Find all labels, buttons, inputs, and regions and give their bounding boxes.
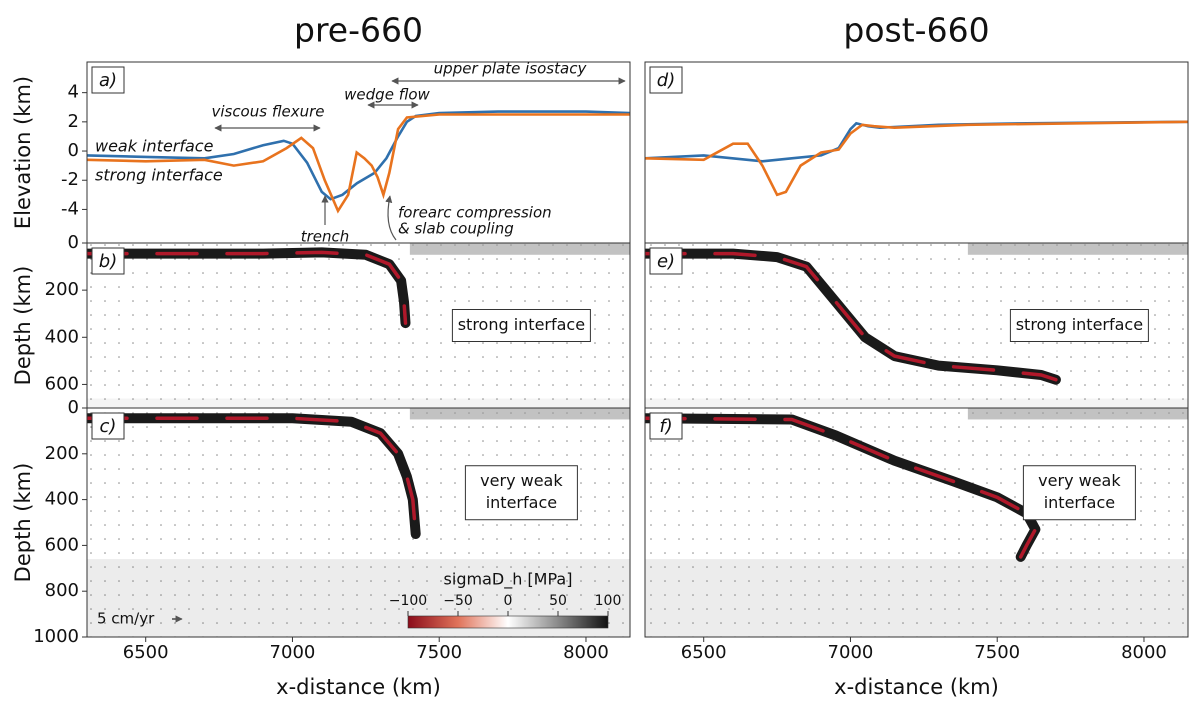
colorbar-tick-label: −50 xyxy=(443,593,473,609)
x-tick-label: 6500 xyxy=(681,642,727,663)
interface-label-box xyxy=(451,309,591,342)
y-tick-label: -2 xyxy=(61,169,79,190)
interface-label: interface xyxy=(1044,493,1115,512)
panel-label-box xyxy=(91,66,125,94)
annotation: upper plate isostacy xyxy=(434,60,588,78)
colorbar-tick-label: 100 xyxy=(595,593,622,609)
x-tick-label: 8000 xyxy=(563,642,609,663)
interface-label: interface xyxy=(486,493,557,512)
upper-plate xyxy=(409,243,630,255)
interface-label: strong interface xyxy=(1016,315,1143,334)
annotation: trench xyxy=(301,228,350,246)
annotation-arrow xyxy=(385,195,397,241)
interface-label: very weak xyxy=(1038,471,1121,490)
x-tick-label: 8000 xyxy=(1121,642,1167,663)
panel-label-box xyxy=(649,66,683,94)
y-tick-label: 400 xyxy=(45,489,79,510)
y-tick-label: 800 xyxy=(45,580,79,601)
annotation: forearc compression xyxy=(398,204,552,222)
series-line xyxy=(645,120,1188,197)
y-tick-label: 200 xyxy=(45,443,79,464)
annotation: & slab coupling xyxy=(398,220,514,238)
x-tick-label: 6500 xyxy=(123,642,169,663)
velocity-field xyxy=(645,408,1188,637)
column-title: pre-660 xyxy=(294,11,423,50)
y-axis-label: Depth (km) xyxy=(11,266,35,386)
plot-area xyxy=(87,110,630,214)
colorbar-tick-label: 50 xyxy=(549,593,567,609)
slab-stress xyxy=(645,416,1038,559)
y-tick-label: 1000 xyxy=(33,626,79,647)
y-tick-label: -4 xyxy=(61,198,79,219)
panel-label-box xyxy=(91,247,125,275)
panel-label: f) xyxy=(659,416,672,437)
slab-stress xyxy=(87,250,408,325)
y-tick-label: 4 xyxy=(68,82,79,103)
panel-label-box xyxy=(649,412,683,440)
series-label: weak interface xyxy=(95,137,214,156)
column-title: post-660 xyxy=(843,11,989,50)
panel-label: e) xyxy=(657,251,675,272)
upper-plate xyxy=(409,408,630,420)
plot-area xyxy=(645,408,1188,637)
series-line xyxy=(87,113,630,214)
y-axis-label: Depth (km) xyxy=(11,463,35,583)
x-tick-label: 7500 xyxy=(416,642,462,663)
y-tick-label: 0 xyxy=(68,140,79,161)
panel-label-box xyxy=(649,247,683,275)
panel-label: d) xyxy=(657,70,675,91)
panel-label: a) xyxy=(99,70,117,91)
y-tick-label: 0 xyxy=(68,397,79,418)
colorbar-label: sigmaD_h [MPa] xyxy=(444,570,573,590)
interface-label-box xyxy=(464,465,578,521)
colorbar-tick-label: 0 xyxy=(504,593,513,609)
x-tick-label: 7000 xyxy=(270,642,316,663)
x-tick-label: 7000 xyxy=(828,642,874,663)
x-tick-label: 7500 xyxy=(974,642,1020,663)
interface-label: very weak xyxy=(480,471,563,490)
colorbar xyxy=(407,615,609,629)
panel-label-box xyxy=(91,412,125,440)
colorbar-tick-label: −100 xyxy=(389,593,427,609)
y-tick-label: 2 xyxy=(68,111,79,132)
interface-label: strong interface xyxy=(458,315,585,334)
scale-label: 5 cm/yr xyxy=(97,610,155,628)
annotation: viscous flexure xyxy=(211,103,324,121)
y-tick-label: 600 xyxy=(45,373,79,394)
series-label: strong interface xyxy=(95,166,223,185)
upper-plate xyxy=(967,408,1188,420)
upper-plate xyxy=(967,243,1188,255)
annotation: wedge flow xyxy=(344,86,430,104)
interface-label-box xyxy=(1022,465,1136,521)
panel-label: b) xyxy=(99,251,117,272)
panel-label: c) xyxy=(100,416,117,437)
panel-frame xyxy=(86,407,631,638)
slab xyxy=(645,248,1061,385)
y-axis-label: Elevation (km) xyxy=(11,76,35,229)
panel-frame xyxy=(644,407,1189,638)
x-axis-label: x-distance (km) xyxy=(276,675,441,699)
y-tick-label: 400 xyxy=(45,326,79,347)
y-tick-label: 600 xyxy=(45,534,79,555)
plot-area xyxy=(645,120,1188,197)
x-axis-label: x-distance (km) xyxy=(834,675,999,699)
interface-label-box xyxy=(1009,309,1149,342)
velocity-field xyxy=(87,408,630,637)
y-tick-label: 200 xyxy=(45,279,79,300)
panel-frame xyxy=(644,61,1189,244)
y-tick-label: 0 xyxy=(68,232,79,253)
slab-stress xyxy=(87,416,418,536)
